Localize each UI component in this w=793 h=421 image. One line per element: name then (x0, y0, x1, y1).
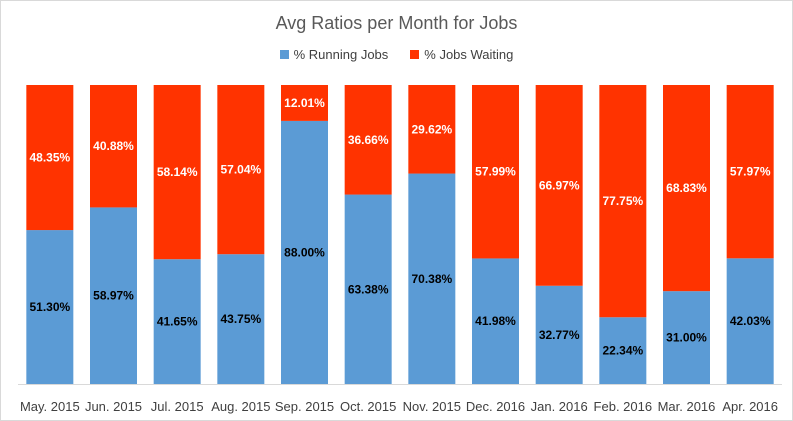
data-label-jobs-waiting-jul-2015: 58.14% (157, 165, 198, 179)
legend-entry-jobs-waiting: % Jobs Waiting (410, 47, 513, 62)
bar-jobs-waiting-jan-2016 (535, 85, 583, 286)
bar-running-jobs-jul-2015 (153, 259, 201, 384)
data-label-running-jobs-jun-2015: 58.97% (93, 289, 134, 303)
legend-label-jobs-waiting: % Jobs Waiting (424, 47, 514, 62)
data-label-running-jobs-mar-2016: 31.00% (666, 331, 707, 345)
legend: % Running Jobs % Jobs Waiting (1, 47, 792, 62)
data-label-jobs-waiting-jan-2016: 66.97% (539, 178, 580, 192)
data-label-running-jobs-apr-2016: 42.03% (730, 314, 771, 328)
bar-running-jobs-nov-2015 (408, 173, 456, 384)
bar-running-jobs-oct-2015 (344, 194, 392, 384)
data-label-running-jobs-dec-2016: 41.98% (475, 314, 516, 328)
legend-swatch-jobs-waiting (410, 50, 420, 59)
data-label-running-jobs-jan-2016: 32.77% (539, 328, 580, 342)
bar-running-jobs-may-2015 (26, 230, 74, 384)
bar-jobs-waiting-apr-2016 (726, 85, 774, 259)
bar-jobs-waiting-feb-2016 (599, 85, 647, 318)
x-tick-label-sep-2015: Sep. 2015 (275, 399, 334, 414)
bar-running-jobs-aug-2015 (217, 254, 265, 384)
x-tick-label-nov-2015: Nov. 2015 (403, 399, 461, 414)
bar-jobs-waiting-aug-2015 (217, 85, 265, 255)
x-tick-label-apr-2016: Apr. 2016 (722, 399, 778, 414)
data-label-jobs-waiting-nov-2015: 29.62% (411, 122, 452, 136)
data-label-running-jobs-sep-2015: 88.00% (284, 245, 325, 259)
bar-running-jobs-dec-2016 (472, 258, 519, 384)
bar-running-jobs-jan-2016 (535, 285, 583, 384)
bar-jobs-waiting-may-2015 (26, 85, 74, 231)
data-label-jobs-waiting-jun-2015: 40.88% (93, 139, 134, 153)
chart-title: Avg Ratios per Month for Jobs (275, 13, 518, 33)
bar-jobs-waiting-oct-2015 (344, 85, 392, 195)
x-tick-label-dec-2016: Dec. 2016 (466, 399, 525, 414)
data-label-jobs-waiting-feb-2016: 77.75% (602, 194, 643, 208)
x-tick-label-mar-2016: Mar. 2016 (658, 399, 716, 414)
x-tick-label-may-2015: May. 2015 (20, 399, 80, 414)
data-label-jobs-waiting-mar-2016: 68.83% (666, 181, 707, 195)
legend-label-running-jobs: % Running Jobs (293, 47, 389, 62)
x-tick-label-jul-2015: Jul. 2015 (151, 399, 204, 414)
x-tick-label-feb-2016: Feb. 2016 (594, 399, 653, 414)
bar-running-jobs-feb-2016 (599, 317, 647, 384)
bar-jobs-waiting-sep-2015 (281, 85, 328, 121)
x-tick-label-aug-2015: Aug. 2015 (211, 399, 270, 414)
legend-swatch-running-jobs (279, 50, 289, 59)
bar-running-jobs-apr-2016 (726, 258, 774, 384)
data-label-running-jobs-may-2015: 51.30% (29, 300, 70, 314)
data-label-running-jobs-nov-2015: 70.38% (411, 272, 452, 286)
bar-jobs-waiting-mar-2016 (663, 85, 710, 292)
bar-jobs-waiting-jun-2015 (90, 85, 137, 208)
bar-jobs-waiting-nov-2015 (408, 85, 456, 174)
x-tick-label-jun-2015: Jun. 2015 (85, 399, 142, 414)
data-label-jobs-waiting-may-2015: 48.35% (29, 151, 70, 165)
data-label-jobs-waiting-aug-2015: 57.04% (220, 163, 261, 177)
x-tick-label-oct-2015: Oct. 2015 (340, 399, 396, 414)
data-label-jobs-waiting-dec-2016: 57.99% (475, 165, 516, 179)
data-label-jobs-waiting-apr-2016: 57.97% (730, 165, 771, 179)
bar-running-jobs-sep-2015 (281, 120, 328, 384)
legend-entry-running-jobs: % Running Jobs (279, 47, 389, 62)
bar-running-jobs-jun-2015 (90, 207, 137, 384)
x-tick-label-jan-2016: Jan. 2016 (531, 399, 588, 414)
data-label-running-jobs-oct-2015: 63.38% (348, 282, 389, 296)
bar-jobs-waiting-dec-2016 (472, 85, 519, 259)
data-label-running-jobs-aug-2015: 43.75% (220, 312, 261, 326)
bar-running-jobs-mar-2016 (663, 291, 710, 384)
data-label-jobs-waiting-sep-2015: 12.01% (284, 96, 325, 110)
bar-jobs-waiting-jul-2015 (153, 85, 201, 260)
data-label-running-jobs-jul-2015: 41.65% (157, 315, 198, 329)
data-label-running-jobs-feb-2016: 22.34% (602, 344, 643, 358)
data-label-jobs-waiting-oct-2015: 36.66% (348, 133, 389, 147)
